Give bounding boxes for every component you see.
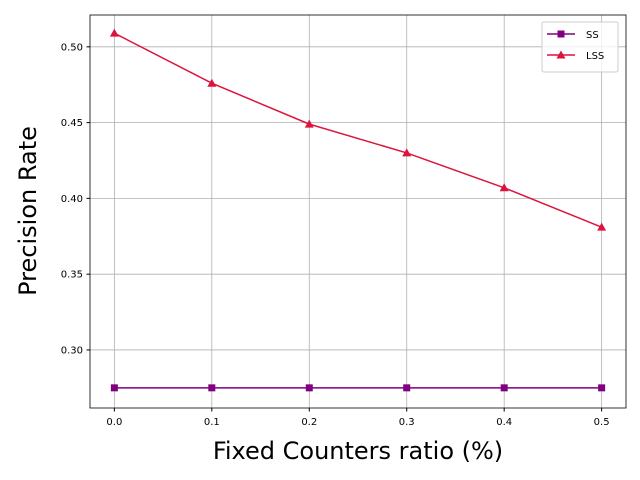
series-line [114, 32, 602, 228]
marker [109, 28, 119, 37]
x-tick-label: 0.2 [301, 417, 317, 428]
legend: SS LSS [541, 21, 619, 73]
legend-box [541, 21, 619, 73]
x-axis-label: Fixed Counters ratio (%) [213, 437, 503, 465]
x-tick-label: 0.4 [496, 417, 512, 428]
legend-label: SS [586, 30, 599, 41]
marker [304, 119, 314, 128]
y-tick-label: 0.30 [61, 345, 83, 356]
marker [556, 50, 566, 59]
x-tick-label: 0.0 [106, 417, 122, 428]
marker [598, 384, 606, 392]
y-axis-label: Precision Rate [14, 126, 42, 296]
y-tick-label: 0.40 [61, 194, 83, 205]
x-tick-label: 0.1 [204, 417, 220, 428]
legend-label: LSS [586, 51, 604, 62]
marker [402, 148, 412, 157]
marker [500, 384, 508, 392]
marker [403, 384, 411, 392]
y-tick-label: 0.50 [61, 42, 83, 53]
marker [499, 183, 509, 192]
y-tick-label: 0.35 [61, 270, 83, 281]
y-tick-label: 0.45 [61, 118, 83, 129]
marker [557, 30, 565, 38]
marker [208, 384, 216, 392]
marker [305, 384, 313, 392]
marker [207, 78, 217, 87]
plot-frame [89, 14, 627, 409]
marker [597, 222, 607, 231]
marker [110, 384, 118, 392]
x-tick-label: 0.3 [399, 417, 415, 428]
x-tick-label: 0.5 [594, 417, 610, 428]
